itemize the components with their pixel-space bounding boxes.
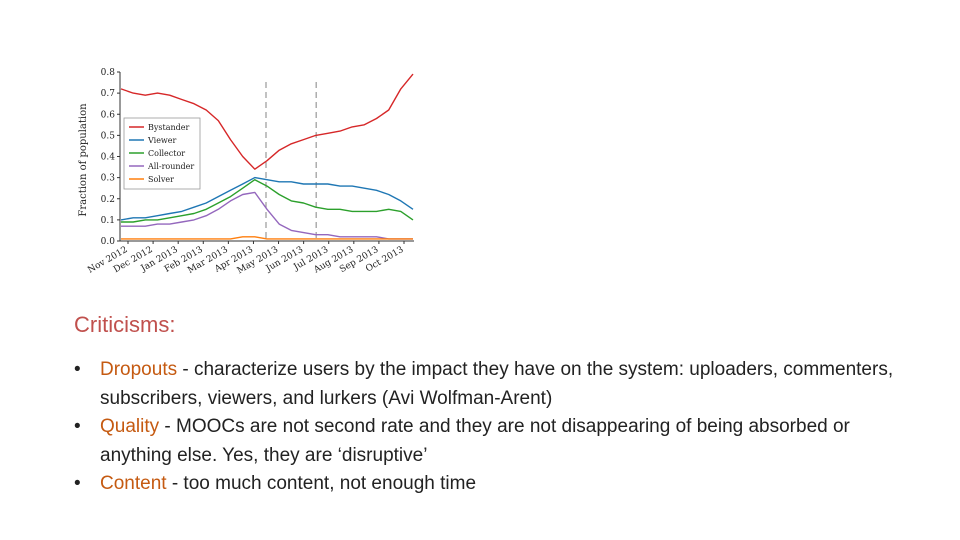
- description-content: - too much content, not enough time: [166, 473, 477, 494]
- y-tick-label: 0.0: [101, 237, 116, 247]
- y-axis-label: Fraction of population: [78, 103, 89, 217]
- bullet-symbol: •: [74, 359, 81, 380]
- series-line-solver: [121, 236, 413, 240]
- legend-label: Solver: [148, 175, 174, 184]
- legend-label: All-rounder: [147, 162, 194, 171]
- y-tick-label: 0.7: [101, 89, 116, 99]
- y-tick-label: 0.1: [101, 216, 115, 226]
- y-tick-label: 0.3: [101, 174, 116, 184]
- y-tick-label: 0.8: [101, 68, 116, 78]
- legend-label: Bystander: [148, 123, 189, 132]
- legend-label: Collector: [148, 149, 185, 158]
- line-chart: Fraction of population 0.0 0.1 0.2 0.3 0.4 0.…: [78, 68, 414, 276]
- description-quality: - MOOCs are not second rate and they are…: [100, 416, 850, 466]
- y-tick-label: 0.5: [101, 131, 116, 141]
- series-line-collector: [121, 178, 414, 223]
- term-quality: Quality: [100, 416, 160, 437]
- series-line-all-rounder: [121, 191, 413, 240]
- bullet-symbol: •: [74, 473, 81, 494]
- bullet-symbol: •: [74, 416, 81, 437]
- criticisms-heading: Criticisms:: [74, 312, 176, 337]
- term-dropouts: Dropouts: [100, 359, 178, 380]
- series-line-viewer: [120, 176, 414, 221]
- description-dropouts: - characterize users by the impact they …: [100, 359, 894, 409]
- list-item: • Dropouts - characterize users by the im…: [74, 356, 914, 413]
- term-content: Content: [100, 473, 167, 494]
- list-item: • Quality - MOOCs are not second rate and…: [74, 413, 914, 470]
- y-tick-label: 0.2: [101, 195, 115, 205]
- series-line-bystander: [120, 73, 414, 170]
- criticisms-list: • Dropouts - characterize users by the im…: [74, 356, 914, 499]
- y-tick-label: 0.4: [101, 153, 116, 163]
- y-tick-label: 0.6: [101, 110, 116, 120]
- list-item: • Content - too much content, not enough …: [74, 470, 914, 499]
- legend-label: Viewer: [147, 136, 177, 145]
